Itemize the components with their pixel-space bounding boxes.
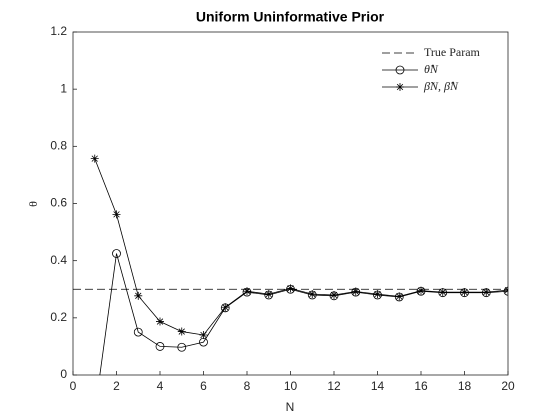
legend-label: θ̂N	[424, 62, 439, 76]
x-tick-label: 8	[244, 379, 251, 393]
y-tick-label: 0.2	[50, 310, 67, 324]
marker-star	[134, 291, 143, 300]
chart-title: Uniform Uninformative Prior	[196, 9, 385, 25]
marker-star	[395, 292, 404, 301]
marker-star	[373, 290, 382, 299]
marker-star	[177, 327, 186, 336]
marker-star	[221, 303, 230, 312]
marker-star	[243, 287, 251, 296]
marker-star	[90, 154, 99, 163]
x-tick-label: 20	[501, 379, 515, 393]
x-axis-label: N	[286, 400, 295, 414]
marker-star	[112, 210, 121, 219]
marker-star	[330, 290, 338, 299]
plot-content	[73, 154, 508, 416]
y-tick-label: 0	[60, 367, 67, 381]
y-tick-label: 1	[60, 81, 67, 95]
marker-star	[504, 286, 508, 295]
legend-label: β̃N, β̂N	[423, 79, 459, 93]
y-tick-label: 1.2	[50, 24, 67, 38]
marker-star	[396, 83, 404, 91]
marker-star	[156, 317, 164, 326]
y-tick-label: 0.4	[50, 253, 67, 267]
marker-circle	[155, 342, 165, 351]
marker-star	[286, 284, 295, 293]
marker-star	[417, 286, 425, 295]
x-tick-label: 10	[284, 379, 298, 393]
x-tick-label: 18	[458, 379, 472, 393]
marker-circle	[395, 65, 405, 75]
marker-star	[351, 287, 360, 296]
marker-star	[199, 330, 208, 339]
plot-area	[72, 31, 509, 376]
marker-circle	[112, 249, 121, 258]
x-tick-label: 12	[327, 379, 341, 393]
y-tick-label: 0.8	[50, 139, 67, 153]
marker-star	[438, 288, 447, 297]
marker-circle	[133, 327, 143, 337]
x-tick-label: 16	[414, 379, 428, 393]
y-tick-label: 0.6	[50, 196, 67, 210]
x-tick-label: 4	[157, 379, 164, 393]
y-axis-label: θ	[26, 201, 40, 207]
marker-star	[460, 288, 469, 297]
marker-circle	[503, 286, 508, 296]
marker-circle	[177, 342, 187, 352]
legend-label: True Param	[424, 45, 481, 59]
marker-star	[308, 290, 317, 299]
x-tick-label: 2	[113, 379, 120, 393]
marker-star	[264, 290, 273, 299]
x-tick-label: 14	[371, 379, 385, 393]
x-tick-label: 6	[200, 379, 207, 393]
marker-star	[482, 288, 491, 297]
marker-circle	[91, 408, 99, 416]
x-tick-label: 0	[70, 379, 77, 393]
